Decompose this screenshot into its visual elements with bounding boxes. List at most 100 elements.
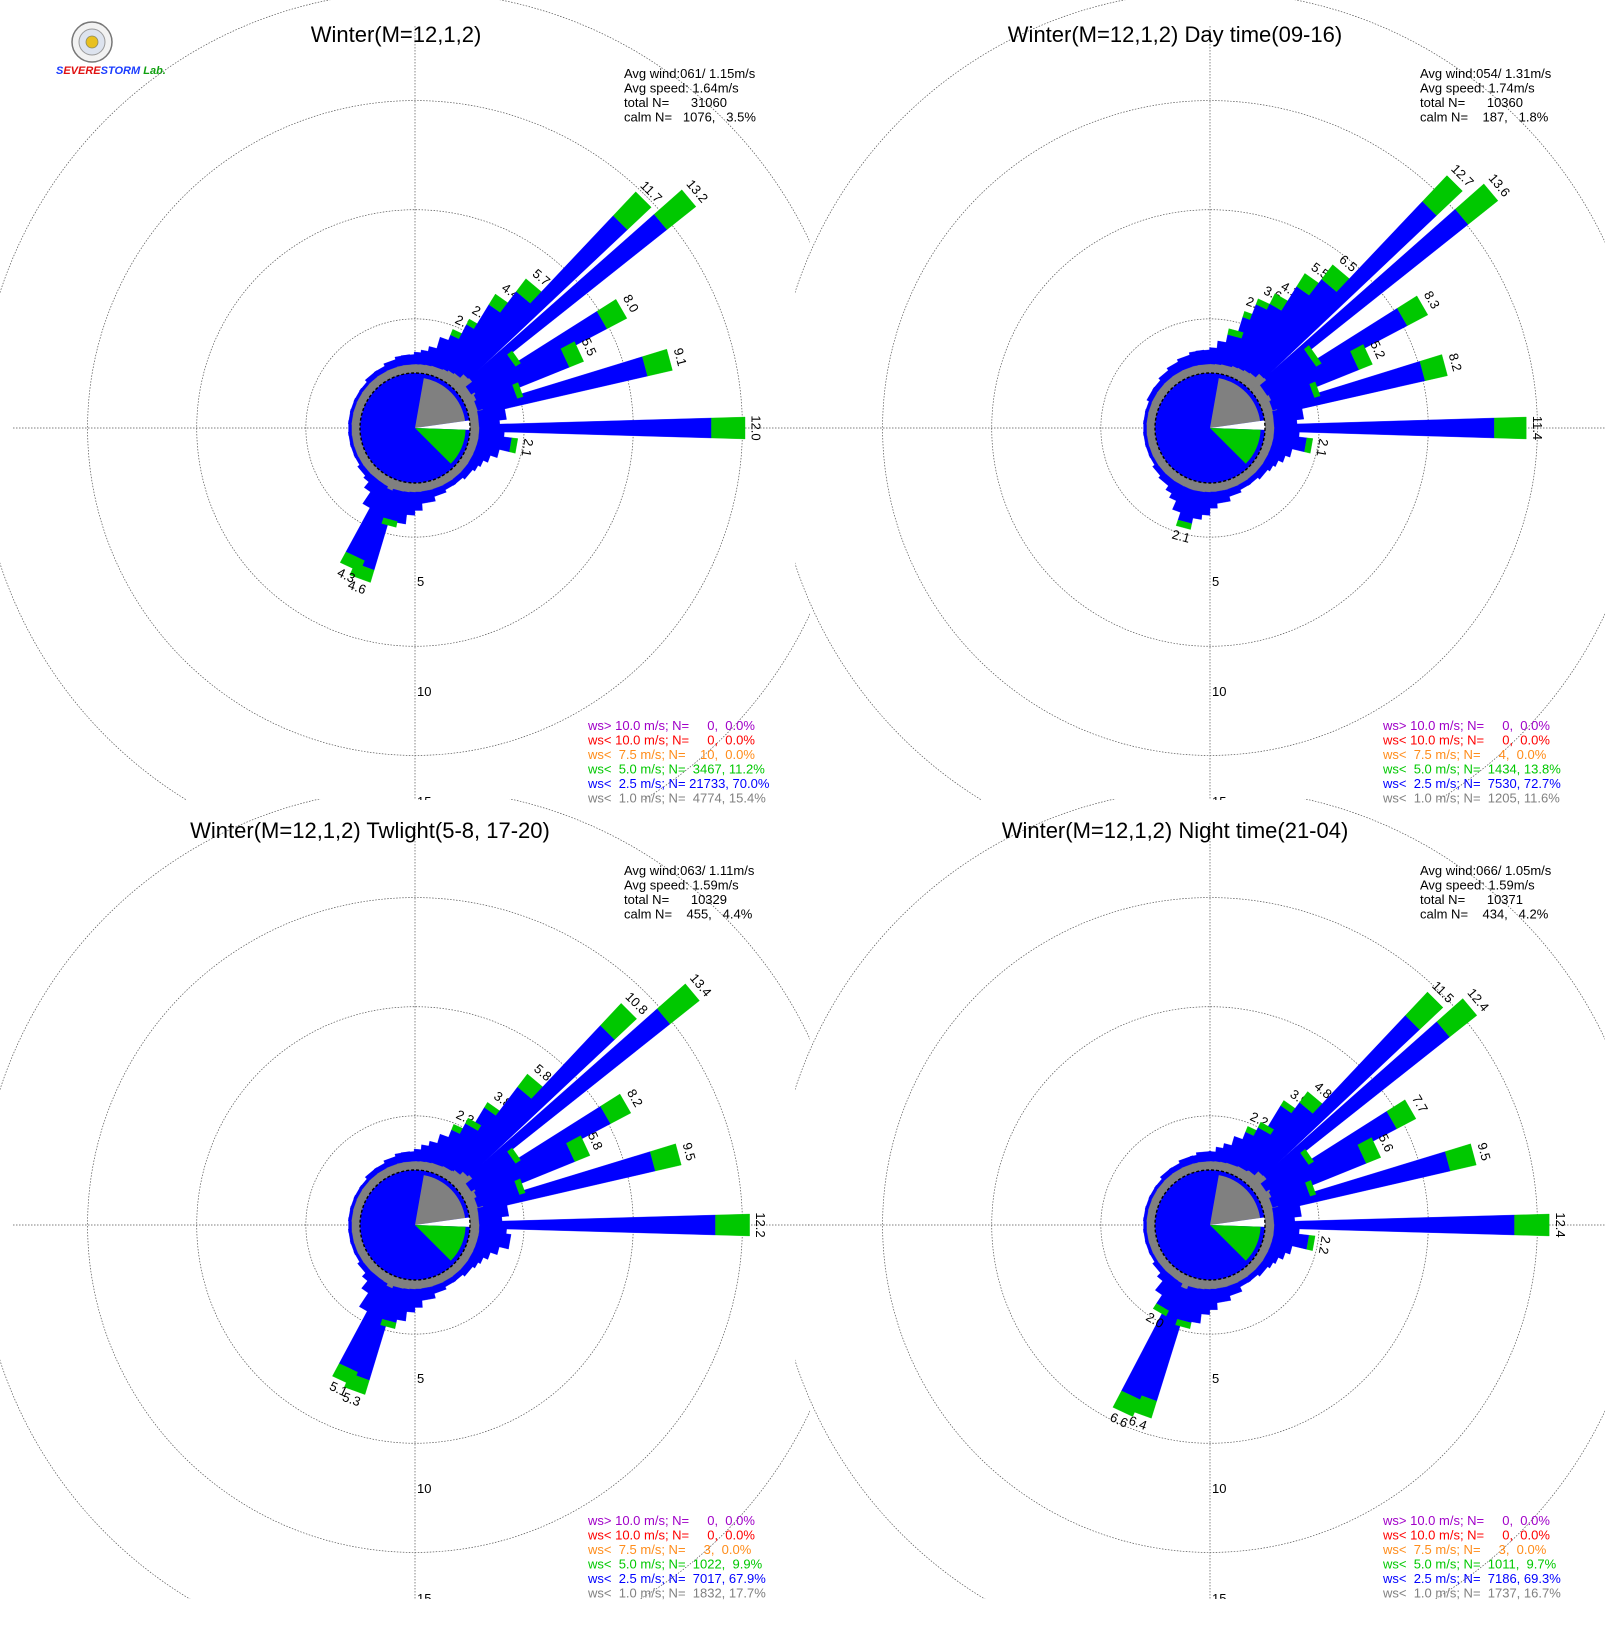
windrose-bar-segment	[1303, 345, 1322, 367]
logo-seal-core	[85, 35, 99, 49]
windrose-bar-segment	[1350, 344, 1373, 370]
windrose-bar-segment	[402, 1160, 417, 1171]
windrose-bar-segment	[339, 551, 365, 573]
legend-entry: ws< 5.0 m/s; N= 1011, 9.7%	[1382, 1557, 1557, 1572]
windrose-bar-segment	[1195, 1151, 1212, 1163]
calm-wedge-green	[1210, 1225, 1261, 1261]
bar-value-label: 4.3	[335, 565, 358, 586]
legend-entry: ws< 7.5 m/s; N= 3, 0.0%	[1382, 1542, 1547, 1557]
logo-text-part: S	[56, 65, 64, 77]
windrose-bar-segment	[400, 354, 417, 366]
windrose-bar-segment	[1282, 1214, 1515, 1236]
windrose-bar-segment	[381, 517, 398, 528]
windrose-bar-segment	[1357, 1137, 1382, 1164]
windrose-bar-segment	[1197, 1160, 1212, 1171]
legend-entry: ws> 10.0 m/s; N= 0, 0.0%	[587, 1513, 755, 1528]
windrose-bar-segment	[478, 1209, 503, 1226]
windrose-bar-segment	[514, 1178, 526, 1195]
windrose-bar-segment	[1186, 490, 1205, 520]
stats-line: Avg wind:066/ 1.05m/s	[1420, 863, 1552, 878]
calm-wedge-green	[1210, 428, 1261, 464]
bar-value-label: 8.2	[624, 1086, 646, 1109]
windrose-bar-segment	[469, 1213, 480, 1226]
ring-label: 5	[417, 1371, 424, 1386]
ring-label: 5	[1212, 1371, 1219, 1386]
windrose-bar-segment	[715, 1213, 750, 1237]
windrose-bar-segment	[1514, 1213, 1550, 1237]
windrose-bar-segment	[1257, 1121, 1275, 1135]
stats-line: calm N= 455, 4.4%	[624, 907, 753, 922]
windrose-bar-segment	[1436, 998, 1478, 1038]
legend-entry: ws< 2.5 m/s; N= 7017, 67.9%	[587, 1571, 766, 1586]
calm-wedge-green	[415, 428, 466, 464]
windrose-bar-segment	[600, 1093, 632, 1124]
calm-wedge-white	[1210, 1217, 1265, 1227]
legend-entry: ws> 10.0 m/s; N= 0, 0.0%	[587, 718, 755, 733]
stats-line: calm N= 1076, 3.5%	[624, 110, 756, 125]
windrose-bar-segment	[512, 382, 524, 399]
legend-entry: ws< 10.0 m/s; N= 0, 0.0%	[1382, 1528, 1550, 1543]
windrose-bar-segment	[1264, 1213, 1275, 1226]
stats-line: Avg speed: 1.59m/s	[1420, 878, 1535, 893]
windrose-bars: 2.33.85.810.813.48.25.8 9.512.25.35.1	[327, 971, 768, 1410]
legend-entry: ws< 1.0 m/s; N= 1737, 16.7%	[1382, 1586, 1561, 1601]
ring-label: 15	[1212, 1591, 1226, 1606]
bar-value-label: 6.4	[1127, 1413, 1149, 1433]
windrose-bar-segment	[487, 417, 712, 439]
legend-entry: ws> 10.0 m/s; N= 0, 0.0%	[1382, 718, 1550, 733]
windrose-bar-segment	[1419, 354, 1448, 382]
calm-disc-outline	[359, 372, 471, 484]
windrose-bar-segment	[1300, 1148, 1315, 1165]
windrose-bar-segment	[1309, 381, 1321, 398]
legend-entry: ws< 10.0 m/s; N= 0, 0.0%	[587, 1528, 755, 1543]
chart-title: Winter(M=12,1,2) Night time(21-04)	[1002, 818, 1349, 843]
ring-label: 15	[417, 1591, 431, 1606]
ring-label: 15	[1212, 794, 1226, 809]
calm-disc-outline	[359, 1169, 471, 1281]
stats-line: Avg speed: 1.64m/s	[624, 81, 739, 96]
bar-value-label: 8.0	[620, 292, 642, 315]
windrose-bar-segment	[380, 1319, 397, 1329]
windrose-bar-segment	[507, 350, 521, 367]
stats-line: Avg speed: 1.74m/s	[1420, 81, 1535, 96]
logo-text: SEVERESTORM Lab.	[56, 65, 166, 77]
windrose-bar-segment	[1175, 519, 1192, 530]
windrose-bar-segment	[649, 1143, 682, 1172]
windrose-bar-segment	[469, 416, 480, 429]
windrose-bars: 2.22.94.45.711.7 13.28.05.5 9.112.02.14.64…	[335, 177, 764, 598]
bar-value-label: 5.2	[1367, 338, 1388, 361]
calm-disc-outline	[1154, 372, 1266, 484]
windrose-bar-segment	[653, 189, 697, 230]
bar-value-label: 5.3	[341, 1389, 363, 1409]
chart-title: Winter(M=12,1,2) Day time(09-16)	[1008, 22, 1342, 47]
windrose-bar-segment	[1195, 349, 1211, 366]
legend-entry: ws< 2.5 m/s; N= 21733, 70.0%	[587, 776, 770, 791]
windrose-bar-segment	[1444, 1143, 1477, 1172]
calm-wedge-gray	[1210, 1175, 1261, 1225]
windrose-bar-segment	[332, 1363, 358, 1386]
windrose-bar-segment	[1304, 437, 1314, 454]
calm-wedge-gray	[415, 378, 466, 428]
bar-value-label: 2.1	[1170, 527, 1191, 546]
bar-value-label: 7.7	[1409, 1092, 1431, 1115]
windrose-bar-segment	[362, 480, 388, 512]
legend-entry: ws< 7.5 m/s; N= 4, 0.0%	[1382, 747, 1547, 762]
windrose-bar-segment	[1494, 416, 1527, 440]
bar-value-label: 2.1	[1314, 438, 1332, 458]
windrose-bar-segment	[509, 437, 519, 454]
legend-entry: ws< 7.5 m/s; N= 10, 0.0%	[587, 747, 755, 762]
legend-entry: ws< 10.0 m/s; N= 0, 0.0%	[587, 733, 755, 748]
calm-wedge-gray	[1210, 378, 1261, 428]
windrose-bar-segment	[1305, 1180, 1317, 1197]
stats-line: total N= 10329	[624, 892, 727, 907]
legend-entry: ws< 5.0 m/s; N= 1434, 13.8%	[1382, 762, 1561, 777]
bar-value-label: 12.4	[1553, 1212, 1568, 1237]
legend-entry: ws> 10.0 m/s; N= 0, 0.0%	[1382, 1513, 1550, 1528]
stats-line: total N= 10360	[1420, 95, 1523, 110]
windrose-bar-segment	[642, 348, 673, 377]
